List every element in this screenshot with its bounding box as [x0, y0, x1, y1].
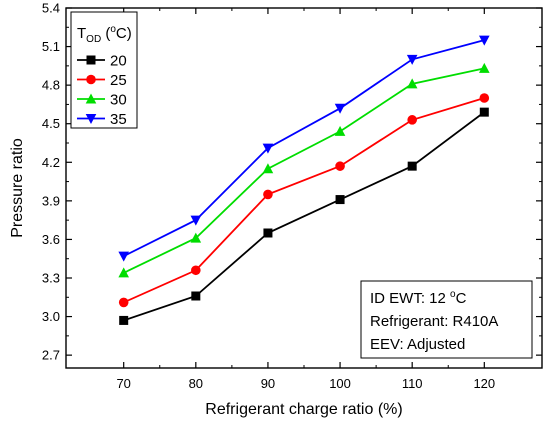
data-point-35 — [334, 103, 346, 114]
series-lines — [123, 39, 485, 322]
data-point-20 — [479, 107, 489, 117]
annotation-line-1: ID EWT: 12 oC — [370, 289, 467, 307]
annotation-line-2: Refrigerant: R410A — [370, 313, 498, 330]
x-tick-label: 110 — [402, 376, 423, 391]
legend-title: TOD (oC) — [77, 24, 132, 45]
y-tick-label: 4.5 — [42, 116, 60, 131]
data-point-25 — [335, 161, 345, 171]
y-tick-label: 5.4 — [42, 1, 60, 16]
y-tick-label: 2.7 — [42, 348, 60, 363]
legend: TOD (oC) 20 25 30 35 — [70, 11, 138, 129]
y-tick-label: 3.0 — [42, 309, 60, 324]
x-tick-label: 80 — [189, 376, 203, 391]
legend-swatch-marker — [85, 93, 97, 104]
annotation-box — [360, 280, 533, 359]
legend-swatch-marker — [85, 114, 97, 124]
legend-items: 20 25 30 35 — [77, 53, 127, 128]
x-axis-title: Refrigerant charge ratio (%) — [205, 401, 402, 418]
data-point-25 — [407, 115, 417, 125]
data-point-30 — [118, 267, 129, 278]
series-line-30 — [123, 67, 485, 274]
y-tick-label: 4.8 — [42, 78, 60, 93]
series-line-25 — [123, 97, 485, 304]
y-tick-label: 3.6 — [42, 232, 60, 247]
data-point-20 — [407, 161, 417, 171]
legend-swatch-marker — [86, 74, 96, 85]
data-point-25 — [118, 297, 129, 308]
data-point-30 — [406, 78, 418, 89]
y-axis-title: Pressure ratio — [9, 138, 26, 238]
data-point-30 — [479, 62, 490, 73]
data-point-25 — [479, 93, 490, 103]
data-point-20 — [335, 195, 345, 205]
legend-item-20: 20 — [77, 53, 127, 70]
x-tick-label: 100 — [329, 376, 351, 391]
data-point-20 — [119, 315, 129, 325]
legend-item-35: 35 — [77, 111, 127, 128]
legend-label: 35 — [110, 111, 127, 128]
x-tick-label: 120 — [473, 376, 495, 391]
legend-label: 20 — [110, 53, 127, 70]
data-point-25 — [191, 265, 201, 276]
legend-box — [70, 11, 138, 129]
data-point-30 — [334, 125, 346, 136]
data-point-30 — [262, 163, 274, 174]
x-tick-label: 90 — [261, 376, 275, 391]
data-point-35 — [118, 251, 129, 262]
legend-item-30: 30 — [77, 92, 127, 109]
y-tick-label: 3.3 — [42, 271, 60, 286]
legend-label: 25 — [110, 72, 127, 89]
annotation-line-3: EEV: Adjusted — [370, 336, 465, 353]
series-line-20 — [123, 111, 485, 322]
data-point-20 — [191, 291, 201, 301]
legend-label: 30 — [110, 92, 127, 109]
series-markers — [118, 35, 490, 325]
legend-swatch-marker — [86, 55, 96, 65]
data-point-35 — [406, 54, 418, 65]
data-point-25 — [263, 189, 273, 200]
data-point-35 — [190, 215, 202, 226]
conditions-annotation: ID EWT: 12 oC Refrigerant: R410A EEV: Ad… — [360, 280, 533, 359]
data-point-35 — [262, 143, 274, 154]
legend-item-25: 25 — [77, 72, 127, 89]
y-tick-label: 3.9 — [42, 193, 60, 208]
y-tick-label: 4.2 — [42, 155, 60, 170]
data-point-35 — [479, 35, 490, 46]
y-tick-label: 5.1 — [42, 39, 60, 54]
axis-ticks: 70 80 90 100 110 120 2.7 3.0 3.3 3.6 3.9 4.2 4.5 4.8 5… — [42, 1, 542, 391]
data-point-20 — [263, 228, 273, 238]
x-tick-label: 70 — [116, 376, 130, 391]
data-point-30 — [190, 232, 202, 243]
series-line-35 — [123, 39, 485, 257]
